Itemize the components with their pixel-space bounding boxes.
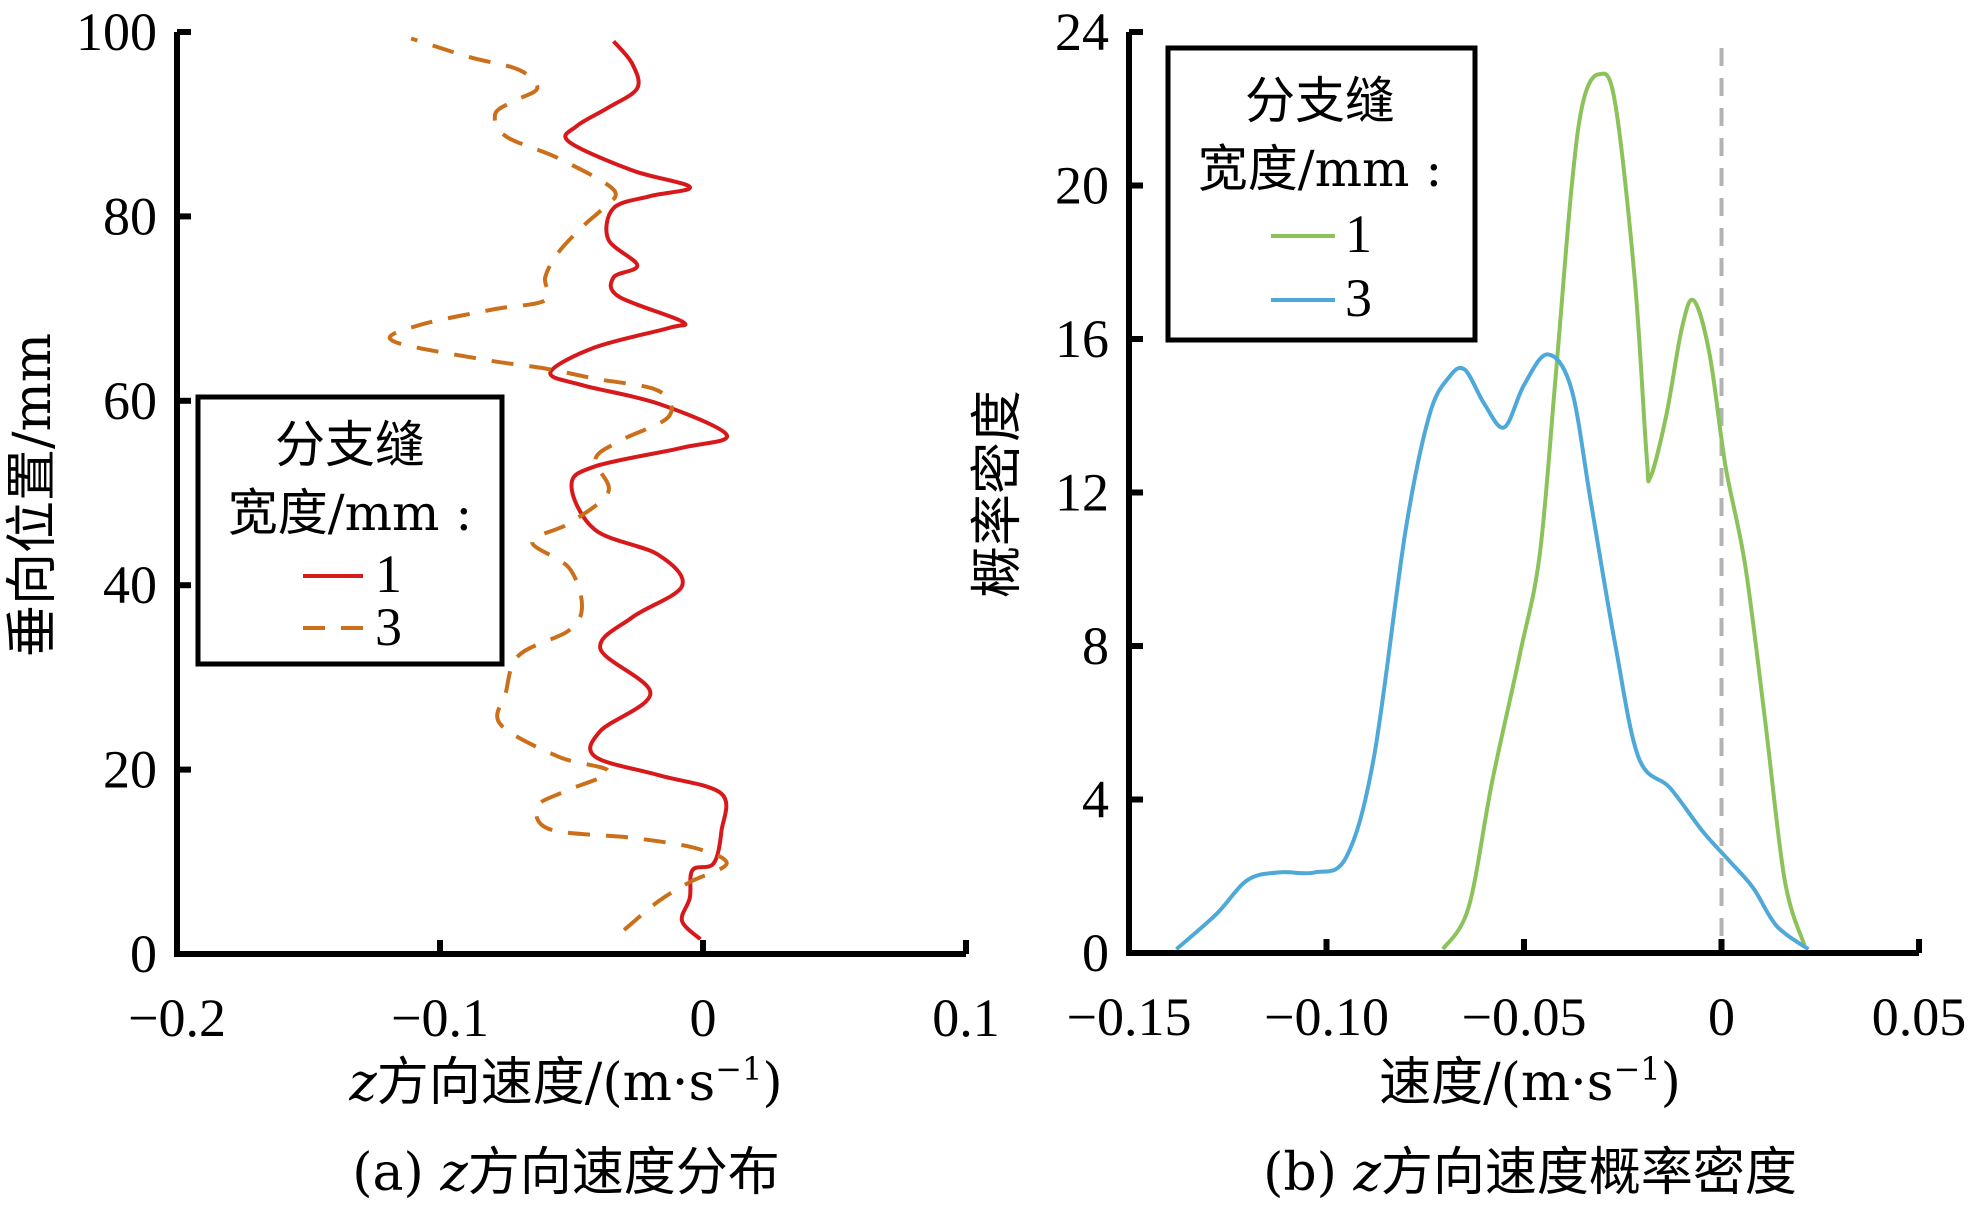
panel-a-legend-title-2: 宽度/mm : (228, 484, 472, 542)
panel-a-caption-var: z (439, 1143, 468, 1203)
panel-a-x-axis-var: z (348, 1053, 377, 1113)
panel-b-y-tick-label: 4 (1082, 770, 1109, 830)
panel-b-curves (1175, 71, 1810, 951)
panel-b-series-3-line (1175, 352, 1810, 951)
panel-b-x-axis-label: 速度/(m·s−1) (1379, 1050, 1681, 1113)
panel-b-caption-var: z (1352, 1143, 1381, 1203)
panel-b-x-tick-label: 0 (1708, 987, 1735, 1047)
panel-a-x-tick-label: −0.1 (391, 988, 489, 1048)
panel-a-series-3-line (387, 36, 729, 932)
panel-a-x-axis-sup: −1 (715, 1050, 762, 1088)
panel-b-y-axis-label: 概率密度 (968, 390, 1028, 598)
panel-b-y-tick-label: 24 (1055, 2, 1109, 62)
panel-b-x-axis-close: ) (1661, 1053, 1681, 1113)
panel-a-legend-label-3: 3 (375, 597, 402, 657)
panel-a-y-tick-label: 20 (103, 740, 157, 800)
panel-a-x-tick-label: −0.2 (128, 988, 226, 1048)
panel-b-y-tick-label: 20 (1055, 156, 1109, 216)
panel-a-y-tick-label: 60 (103, 371, 157, 431)
panel-a-legend: 分支缝 宽度/mm : 1 3 (195, 394, 505, 667)
panel-a-y-tick-label: 80 (103, 186, 157, 246)
panel-a-y-axis-label: 垂向位置/mm (3, 333, 63, 657)
panel-a-series-1-line (548, 39, 729, 941)
panel-b-probability-density: −0.15 −0.10 −0.05 0 0.05 0 4 8 12 16 20 24 概率密度 速度… (968, 2, 1966, 1203)
panel-a-y-tick-label: 0 (130, 924, 157, 984)
panel-b-x-tick-label: −0.15 (1067, 987, 1192, 1047)
panel-b-legend-title-1: 分支缝 (1245, 72, 1395, 130)
panel-b-x-tick-label: −0.10 (1264, 987, 1389, 1047)
panel-a-x-axis-close: ) (762, 1053, 782, 1113)
panel-a-x-ticks: −0.2 −0.1 0 0.1 (128, 940, 1000, 1048)
panel-a-caption-prefix: (a) (352, 1143, 440, 1203)
panel-b-legend-label-1: 1 (1345, 204, 1372, 264)
panel-a-x-axis-text: 方向速度/(m·s (377, 1053, 715, 1113)
panel-a-x-tick-label: 0 (690, 988, 717, 1048)
panel-a-legend-box (195, 394, 505, 667)
panel-b-y-tick-label: 16 (1055, 309, 1109, 369)
panel-b-y-tick-label: 12 (1055, 463, 1109, 523)
panel-b-series-1-line (1441, 71, 1807, 951)
panel-a-x-axis-label: z方向速度/(m·s−1) (348, 1050, 782, 1113)
panel-b-x-axis-sup: −1 (1613, 1050, 1660, 1088)
panel-b-x-axis-text: 速度/(m·s (1379, 1053, 1613, 1113)
panel-b-y-ticks: 0 4 8 12 16 20 24 (1055, 2, 1143, 983)
panel-a-legend-label-1: 1 (375, 544, 402, 604)
panel-b-legend: 分支缝 宽度/mm : 1 3 (1165, 45, 1478, 343)
panel-a-caption: (a) z方向速度分布 (352, 1143, 780, 1203)
panel-a-legend-title-1: 分支缝 (275, 416, 425, 474)
panel-b-y-tick-label: 8 (1082, 616, 1109, 676)
panel-b-x-tick-label: 0.05 (1872, 987, 1967, 1047)
panel-b-caption-prefix: (b) (1263, 1143, 1353, 1203)
panel-a-caption-text: 方向速度分布 (468, 1143, 780, 1203)
panel-b-x-ticks: −0.15 −0.10 −0.05 0 0.05 (1067, 939, 1967, 1047)
panel-a-curves (387, 36, 729, 941)
panel-b-x-tick-label: −0.05 (1462, 987, 1587, 1047)
panel-b-caption: (b) z方向速度概率密度 (1263, 1143, 1797, 1203)
panel-a-y-tick-label: 100 (76, 2, 157, 62)
panel-b-legend-title-2: 宽度/mm : (1198, 140, 1442, 198)
panel-b-legend-label-3: 3 (1345, 268, 1372, 328)
panel-b-caption-text: 方向速度概率密度 (1381, 1143, 1797, 1203)
panel-a-y-tick-label: 40 (103, 555, 157, 615)
panel-b-legend-box (1165, 45, 1478, 343)
panel-a-y-ticks: 0 20 40 60 80 100 (76, 2, 191, 984)
panel-a-x-tick-label: 0.1 (932, 988, 1000, 1048)
panel-b-y-tick-label: 0 (1082, 923, 1109, 983)
